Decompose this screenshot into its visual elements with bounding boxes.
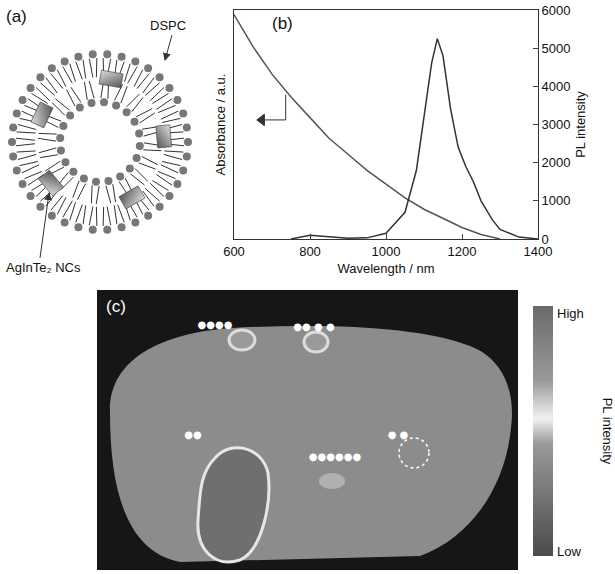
svg-text:PL intensity: PL intensity [573,91,588,158]
svg-text:1400: 1400 [524,244,553,259]
svg-text:PL intensity: PL intensity [600,398,615,465]
svg-text:1000: 1000 [542,193,571,208]
svg-text:2000: 2000 [542,155,571,170]
svg-text:(a): (a) [6,7,27,26]
svg-text:800: 800 [299,244,321,259]
svg-text:4000: 4000 [542,79,571,94]
svg-text:Wavelength / nm: Wavelength / nm [337,261,434,276]
svg-text:AgInTe₂ NCs: AgInTe₂ NCs [6,260,81,275]
svg-text:●●●●: ●●●● [198,319,233,330]
svg-text:Low: Low [557,544,581,559]
svg-text:3000: 3000 [542,117,571,132]
svg-text:1000: 1000 [372,244,401,259]
svg-text:DSPC: DSPC [150,18,186,33]
svg-text:(b): (b) [272,14,293,33]
svg-text:●● ● ●: ●● ● ● [293,321,335,332]
svg-text:Absorbance / a.u.: Absorbance / a.u. [213,74,228,176]
svg-text:600: 600 [223,244,245,259]
svg-text:0: 0 [542,232,549,247]
svg-text:●●: ●● [184,429,202,440]
svg-text:(c): (c) [106,297,126,316]
svg-text:1200: 1200 [448,244,477,259]
svg-text:5000: 5000 [542,41,571,56]
svg-text:6000: 6000 [542,3,571,18]
svg-text:High: High [557,306,584,321]
svg-text:● ●: ● ● [388,429,409,440]
svg-text:●●●●●●: ●●●●●● [309,451,362,462]
